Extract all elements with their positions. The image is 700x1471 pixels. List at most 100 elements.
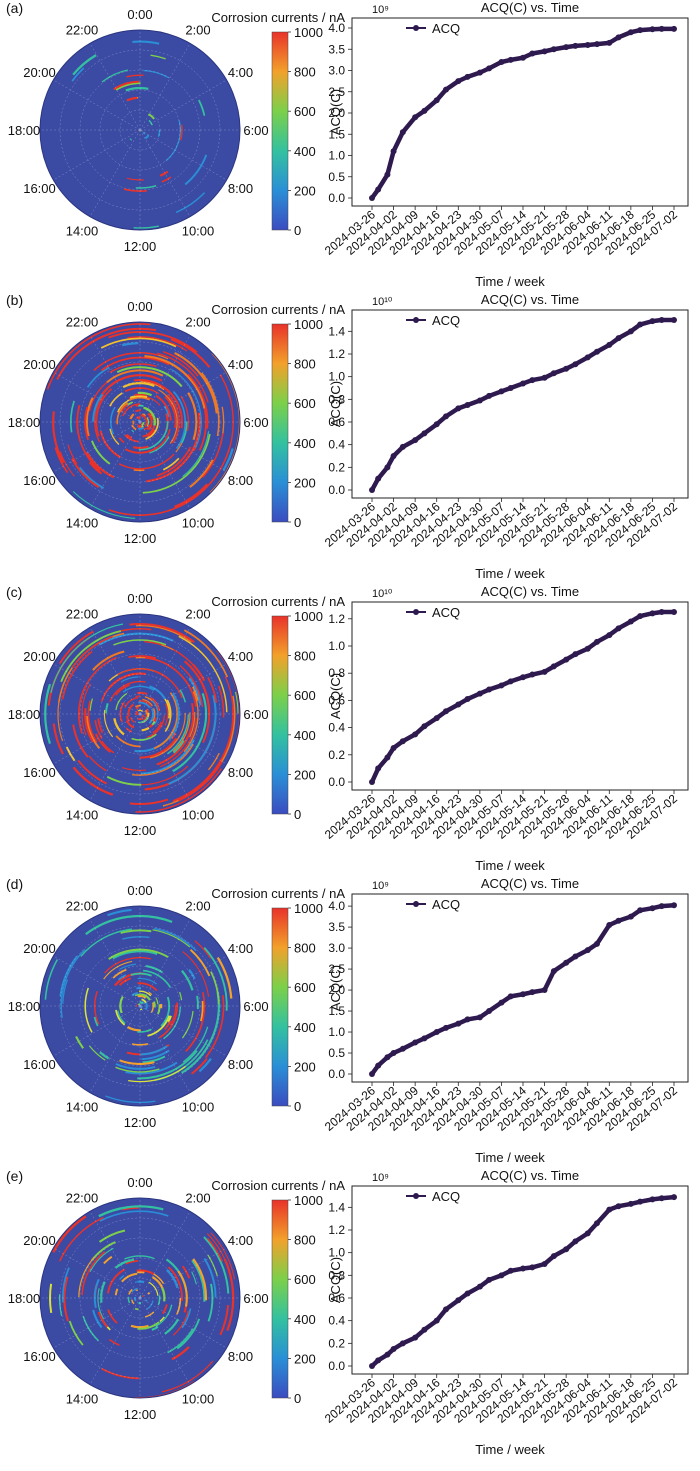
current-arc (181, 1010, 194, 1039)
current-arc (95, 388, 113, 437)
current-arc (137, 1003, 141, 1006)
data-point (412, 1334, 419, 1341)
current-arc (148, 119, 153, 126)
current-arc (115, 692, 128, 711)
data-point (541, 374, 548, 381)
current-arc (75, 1035, 85, 1049)
current-arc (72, 491, 136, 519)
polar-grid-spoke (139, 1297, 191, 1385)
current-arc (151, 720, 156, 726)
panel-c: (c) 0:00 2:00 4:00 6:00 8:00 10:00 12:00 14:00 16… (6, 584, 689, 873)
current-arc (203, 1236, 230, 1294)
current-arc (58, 1294, 63, 1317)
current-arc (146, 715, 166, 739)
hour-label: 4:00 (228, 649, 253, 664)
current-arc (133, 379, 177, 400)
colorbar-tick-label: 600 (294, 980, 316, 995)
data-point (606, 1206, 613, 1213)
current-arc (140, 714, 145, 718)
polar-grid-ring (59, 1217, 221, 1379)
current-arc (119, 701, 125, 723)
hour-label: 22:00 (66, 607, 99, 622)
current-arc (158, 1002, 179, 1039)
data-point (498, 1272, 505, 1279)
current-arc (103, 709, 114, 738)
current-arc (141, 425, 145, 429)
polar-grid-spoke (139, 371, 227, 423)
data-point (658, 609, 665, 615)
hour-label: 8:00 (228, 1057, 253, 1072)
colorbar-tick-label: 0 (294, 515, 301, 530)
panels: (a) 0:00 2:00 4:00 6:00 8:00 10:00 12:00 14:00 16… (6, 0, 689, 1457)
data-point (606, 632, 613, 639)
polar-grid-spoke (53, 713, 141, 765)
y-tick-label: 1.0 (328, 639, 345, 653)
current-arc (156, 702, 195, 766)
polar-grid-ring (119, 985, 161, 1027)
current-arc (149, 685, 167, 700)
current-arc (164, 1318, 180, 1335)
current-arc (100, 356, 170, 372)
current-arc (139, 737, 178, 759)
current-arc (161, 1287, 166, 1302)
hour-label: 4:00 (228, 65, 253, 80)
colorbar-tick-label: 400 (294, 728, 316, 743)
current-arc (52, 723, 64, 755)
polar-grid-ring (79, 69, 201, 191)
current-arc (121, 342, 139, 347)
current-arc (84, 708, 94, 743)
data-point (671, 317, 677, 323)
current-arc (98, 1229, 126, 1243)
current-arc (126, 96, 138, 102)
current-arc (155, 394, 172, 421)
current-arc (155, 1304, 173, 1327)
chart-title: ACQ(C) vs. Time (481, 1168, 579, 1183)
current-arc (94, 720, 103, 739)
current-arc (61, 1267, 70, 1303)
data-point (658, 1195, 665, 1202)
current-arc (177, 1270, 188, 1307)
acq-line-chart: ACQ(C) vs. Time 10¹⁰ 0.0 0.2 0.4 0.6 0.8 1.0 1.2… (322, 584, 689, 873)
data-point (593, 41, 600, 48)
current-arc (174, 483, 209, 508)
current-arc (144, 355, 206, 409)
current-arc (183, 660, 211, 714)
hour-label: 2:00 (185, 23, 210, 38)
polar-grid-spoke (139, 43, 191, 131)
current-arc (129, 394, 148, 399)
colorbar-tick-label: 800 (294, 357, 316, 372)
colorbar-title: Corrosion currents / nA (211, 1178, 345, 1193)
polar-grid-ring (119, 693, 161, 735)
current-arc (153, 1001, 156, 1008)
polar-plot: 0:00 2:00 4:00 6:00 8:00 10:00 12:00 14:00 16:00… (8, 591, 269, 838)
data-point (498, 59, 505, 65)
current-arc (126, 74, 144, 78)
current-arc (167, 714, 190, 755)
data-point (550, 1253, 557, 1260)
data-point (584, 42, 591, 48)
current-arc (143, 427, 147, 431)
data-point (550, 46, 557, 53)
polar-grid-spoke (53, 129, 141, 181)
data-point (369, 1363, 375, 1369)
current-arc (130, 1324, 149, 1329)
current-arc (129, 717, 136, 724)
current-arc (234, 691, 239, 714)
data-point (637, 907, 644, 914)
current-arc (141, 993, 151, 1001)
data-point (455, 405, 462, 412)
data-point (541, 987, 548, 994)
polar-grid-ring (79, 1237, 201, 1359)
plot-area (351, 309, 689, 499)
current-arc (156, 352, 209, 403)
colorbar-tick-label: 600 (294, 688, 316, 703)
colorbar-tick-label: 1000 (294, 901, 323, 916)
current-arc (129, 798, 169, 805)
current-arc (108, 948, 169, 960)
data-point (375, 475, 382, 482)
polar-grid-spoke (139, 421, 227, 473)
hour-label: 8:00 (228, 765, 253, 780)
colorbar (271, 31, 289, 231)
y-tick-label: 0.5 (328, 1046, 345, 1060)
current-arc (182, 951, 210, 997)
